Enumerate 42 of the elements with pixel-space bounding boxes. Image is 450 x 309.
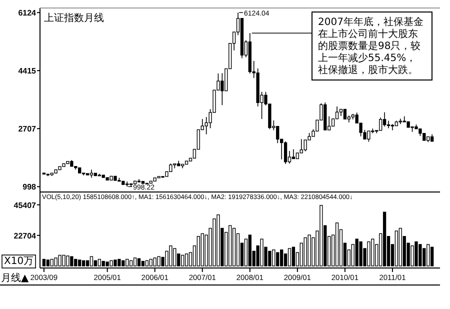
candlestick — [379, 117, 382, 131]
candlestick — [339, 108, 343, 116]
candlestick — [324, 102, 327, 130]
candlestick — [343, 108, 347, 120]
candlestick — [177, 160, 180, 166]
y-tick-label: 45407 — [14, 200, 37, 210]
candlestick — [276, 126, 280, 144]
candlestick — [66, 161, 70, 164]
candlestick — [90, 169, 94, 178]
candlestick — [94, 172, 98, 176]
y-axis-title: X10万 — [4, 256, 34, 267]
candlestick — [106, 177, 109, 180]
candlestick — [141, 180, 145, 184]
y-tick-label: 4415 — [18, 66, 37, 76]
candlestick — [78, 167, 82, 174]
candlestick — [284, 141, 288, 164]
candlestick — [406, 121, 410, 128]
candlestick — [110, 176, 113, 180]
candlestick — [62, 163, 66, 167]
candlestick — [240, 18, 244, 59]
candlestick — [394, 120, 398, 126]
candlestick — [390, 124, 394, 131]
candlestick — [430, 134, 434, 142]
y-tick-label: 998 — [22, 182, 37, 192]
candlestick — [296, 152, 300, 160]
candlestick — [54, 169, 58, 174]
y-tick-label: 2707 — [18, 124, 37, 134]
candlestick — [102, 174, 105, 178]
annotation: 2007年年底，社保基金在上市公司前十大股东的股票数量是98只，较上一年减少55.45%，社保撤退，股市大跌。 — [318, 16, 424, 76]
candlestick — [292, 148, 296, 160]
chart-title: 上证指数月线 — [44, 12, 104, 24]
candlestick — [382, 112, 386, 127]
candlestick — [114, 176, 117, 181]
y-tick-label: 6124 — [18, 8, 37, 18]
x-axis-title: 月线▲ — [1, 272, 29, 284]
candlestick — [58, 166, 62, 170]
candlestick — [153, 177, 156, 182]
y-tick-label: 22704 — [14, 231, 37, 240]
candlestick — [184, 160, 188, 165]
candlestick — [122, 180, 125, 185]
candlestick — [149, 180, 152, 184]
candlestick — [98, 173, 101, 176]
